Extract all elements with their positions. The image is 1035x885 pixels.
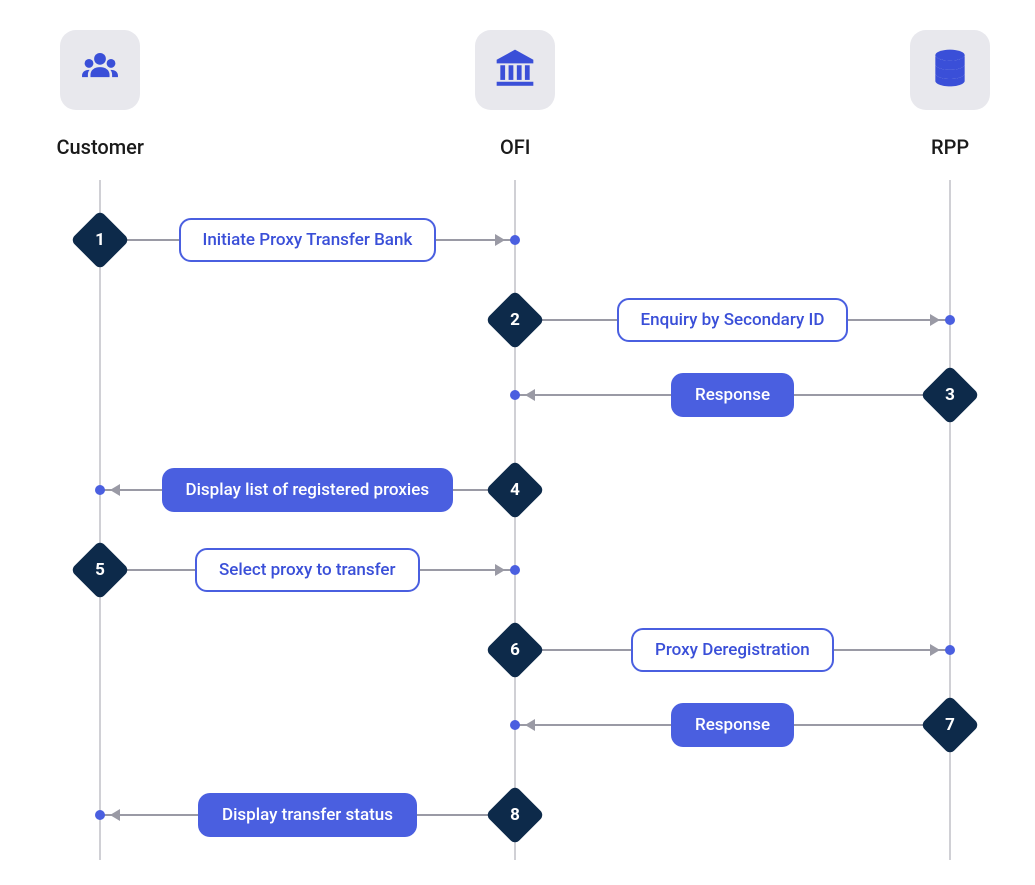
- step-6-diamond: 6: [485, 620, 544, 679]
- step-4-arrowhead: [110, 484, 120, 496]
- step-7-number: 7: [929, 704, 971, 746]
- step-5-message: Select proxy to transfer: [195, 548, 420, 592]
- step-2-diamond: 2: [485, 290, 544, 349]
- lifeline-customer: [99, 180, 101, 860]
- step-8-message: Display transfer status: [198, 793, 417, 837]
- step-7-endpoint-dot: [510, 720, 520, 730]
- step-1-endpoint-dot: [510, 235, 520, 245]
- step-1-number: 1: [79, 219, 121, 261]
- step-3-message: Response: [671, 373, 794, 417]
- step-5-number: 5: [79, 549, 121, 591]
- step-7-diamond: 7: [920, 695, 979, 754]
- actor-customer-label: Customer: [57, 135, 144, 159]
- bank-icon: [493, 46, 537, 94]
- actor-ofi-icon-box: [475, 30, 555, 110]
- step-3-endpoint-dot: [510, 390, 520, 400]
- step-1-arrowhead: [495, 234, 505, 246]
- step-2-endpoint-dot: [945, 315, 955, 325]
- lifeline-ofi: [514, 180, 516, 860]
- step-6-endpoint-dot: [945, 645, 955, 655]
- step-8-diamond: 8: [485, 785, 544, 844]
- step-2-number: 2: [494, 299, 536, 341]
- step-3-diamond: 3: [920, 365, 979, 424]
- step-4-diamond: 4: [485, 460, 544, 519]
- step-7-arrowhead: [525, 719, 535, 731]
- step-4-endpoint-dot: [95, 485, 105, 495]
- step-4-number: 4: [494, 469, 536, 511]
- step-2-arrowhead: [930, 314, 940, 326]
- step-8-arrowhead: [110, 809, 120, 821]
- database-icon: [928, 46, 972, 94]
- step-5-endpoint-dot: [510, 565, 520, 575]
- actor-customer-icon-box: [60, 30, 140, 110]
- step-5-diamond: 5: [70, 540, 129, 599]
- step-1-message: Initiate Proxy Transfer Bank: [179, 218, 437, 262]
- people-icon: [78, 46, 122, 94]
- sequence-diagram: Customer OFI RPP 1 Initiate Proxy Transfer…: [0, 0, 1035, 885]
- step-7-message: Response: [671, 703, 794, 747]
- step-6-number: 6: [494, 629, 536, 671]
- lifeline-rpp: [949, 180, 951, 860]
- step-4-message: Display list of registered proxies: [162, 468, 454, 512]
- actor-rpp-label: RPP: [931, 135, 969, 159]
- step-2-message: Enquiry by Secondary ID: [617, 298, 849, 342]
- step-6-message: Proxy Deregistration: [631, 628, 834, 672]
- step-8-number: 8: [494, 794, 536, 836]
- step-3-number: 3: [929, 374, 971, 416]
- step-6-arrowhead: [930, 644, 940, 656]
- step-1-diamond: 1: [70, 210, 129, 269]
- actor-rpp-icon-box: [910, 30, 990, 110]
- step-8-endpoint-dot: [95, 810, 105, 820]
- step-5-arrowhead: [495, 564, 505, 576]
- step-3-arrowhead: [525, 389, 535, 401]
- actor-ofi-label: OFI: [500, 135, 530, 159]
